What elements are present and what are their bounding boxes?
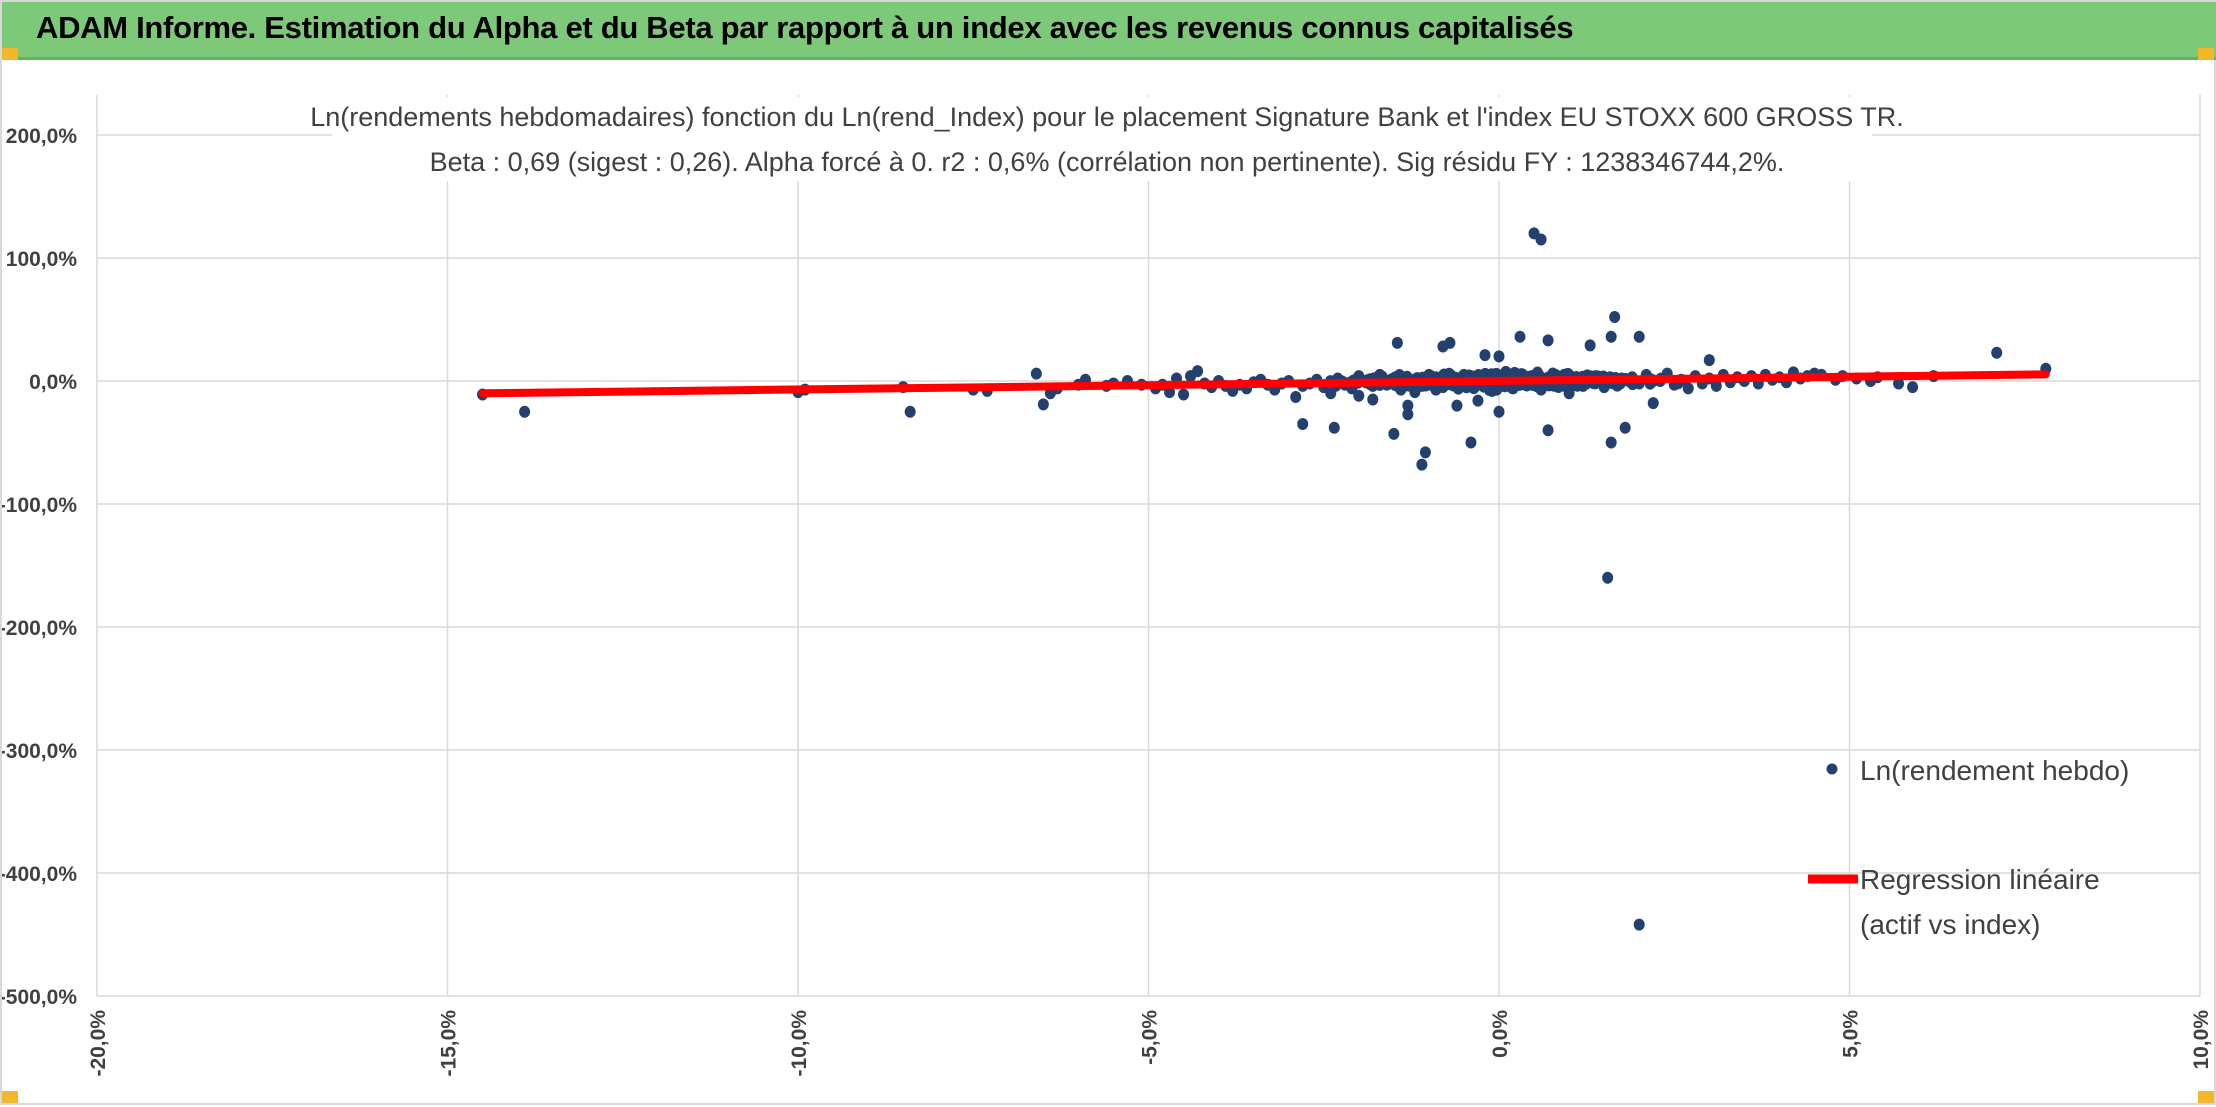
scatter-point — [1391, 336, 1403, 349]
scatter-point — [1605, 330, 1617, 343]
scatter-point — [1444, 336, 1456, 349]
scatter-point — [1037, 398, 1049, 411]
x-tick-label: -5,0% — [1139, 1010, 1162, 1065]
y-tick-label: 0,0% — [29, 371, 77, 394]
corner-marker-top-left — [2, 48, 18, 60]
scatter-point — [1328, 421, 1340, 434]
scatter-point — [1402, 399, 1414, 412]
scatter-point — [1402, 408, 1414, 421]
scatter-point — [1619, 421, 1631, 434]
scatter-point — [1479, 349, 1491, 362]
scatter-point — [1416, 458, 1428, 471]
scatter-point — [1451, 399, 1463, 412]
x-tick-label: 10,0% — [2190, 1010, 2213, 1070]
scatter-point — [1472, 394, 1484, 407]
regression-line-segment — [478, 370, 2050, 398]
scatter-point — [1367, 393, 1379, 406]
scatter-point — [1907, 381, 1919, 394]
scatter-points — [477, 227, 2052, 931]
report-banner: ADAM Informe. Estimation du Alpha et du … — [2, 2, 2216, 60]
y-tick-label: -200,0% — [2, 617, 77, 640]
scatter-point — [1465, 436, 1477, 449]
scatter-point — [1178, 388, 1190, 401]
scatter-point — [1493, 350, 1505, 363]
grid-lines — [96, 95, 2201, 997]
scatter-point — [1514, 330, 1526, 343]
scatter-point — [1647, 397, 1659, 410]
regression-line — [478, 370, 2050, 398]
corner-marker-bottom-right — [2198, 1091, 2214, 1103]
scatter-point — [1605, 436, 1617, 449]
y-tick-label: -500,0% — [2, 986, 77, 1009]
scatter-point — [1388, 427, 1400, 440]
scatter-point — [1602, 571, 1614, 584]
y-tick-label: -400,0% — [2, 863, 77, 886]
scatter-point — [1703, 354, 1715, 367]
chart-title: Ln(rendements hebdomadaires) fonction du… — [310, 102, 1904, 132]
scatter-point — [1290, 390, 1302, 403]
corner-marker-top-right — [2198, 48, 2214, 60]
scatter-point — [1991, 346, 2003, 359]
legend-label-regression-line2: (actif vs index) — [1860, 909, 2041, 940]
scatter-point — [1584, 339, 1596, 352]
scatter-point — [519, 405, 531, 418]
scatter-point — [1609, 311, 1621, 324]
scatter-point — [1633, 330, 1645, 343]
report-title: ADAM Informe. Estimation du Alpha et du … — [36, 10, 1574, 45]
x-tick-label: 0,0% — [1489, 1010, 1512, 1058]
scatter-point — [1633, 918, 1645, 931]
scatter-point — [1542, 334, 1554, 347]
legend-label-regression-line1: Regression linéaire — [1860, 864, 2100, 895]
chart-subtitle: Beta : 0,69 (sigest : 0,26). Alpha forcé… — [430, 147, 1785, 177]
scatter-point — [1030, 367, 1042, 380]
scatter-point — [1493, 405, 1505, 418]
scatter-point — [1164, 386, 1176, 399]
scatter-point — [1353, 389, 1365, 402]
scatter-point — [1297, 418, 1309, 431]
scatter-point — [1542, 424, 1554, 437]
corner-marker-bottom-left — [2, 1091, 18, 1103]
scatter-point — [1682, 382, 1694, 395]
scatter-point — [1535, 233, 1547, 246]
scatter-point — [1419, 446, 1431, 459]
x-tick-label: 5,0% — [1840, 1010, 1863, 1058]
y-tick-label: 100,0% — [6, 248, 78, 271]
scatter-point — [1192, 365, 1204, 378]
x-tick-label: -10,0% — [788, 1010, 811, 1077]
y-tick-label: 200,0% — [6, 125, 78, 148]
legend-marker-scatter — [1826, 763, 1838, 775]
y-tick-label: -300,0% — [2, 740, 77, 763]
title-background — [332, 97, 1872, 181]
scatter-point — [1893, 377, 1905, 390]
x-tick-label: -15,0% — [438, 1010, 461, 1077]
legend: Ln(rendement hebdo) Regression linéaire … — [1808, 755, 2129, 940]
y-tick-label: -100,0% — [2, 494, 77, 517]
x-tick-label: -20,0% — [87, 1010, 110, 1077]
scatter-point — [1710, 379, 1722, 392]
legend-label-scatter: Ln(rendement hebdo) — [1860, 755, 2129, 786]
axis-labels: 200,0% 100,0% 0,0% -100,0% -200,0% -300,0% -40… — [2, 125, 2213, 1077]
scatter-point — [904, 405, 916, 418]
